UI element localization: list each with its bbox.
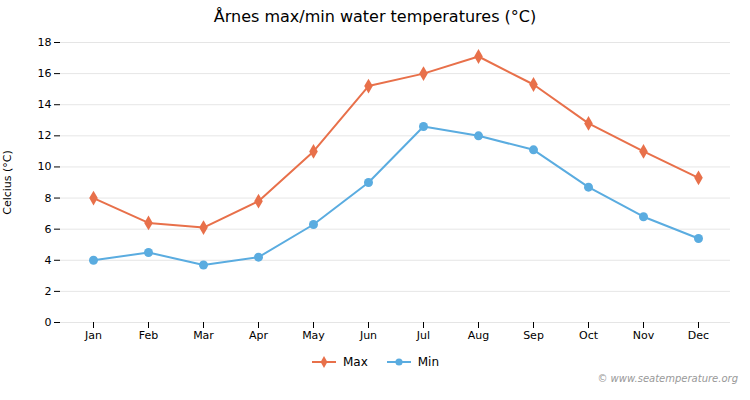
svg-text:Jan: Jan xyxy=(84,329,102,342)
svg-text:Mar: Mar xyxy=(193,329,214,342)
svg-text:6: 6 xyxy=(45,223,52,236)
svg-text:Apr: Apr xyxy=(249,329,269,342)
svg-text:10: 10 xyxy=(38,160,52,173)
svg-text:8: 8 xyxy=(45,192,52,205)
html-text:Årnes max/min water temperatur: Årnes max/min water temperatures (°C) xyxy=(213,7,537,26)
html-text:Max: Max xyxy=(342,355,368,369)
svg-text:Jun: Jun xyxy=(359,329,377,342)
svg-text:Oct: Oct xyxy=(579,329,599,342)
svg-text:12: 12 xyxy=(38,129,52,142)
svg-text:Dec: Dec xyxy=(688,329,709,342)
svg-text:16: 16 xyxy=(38,67,52,80)
svg-text:Sep: Sep xyxy=(523,329,544,342)
svg-text:Aug: Aug xyxy=(468,329,489,342)
html-text:© www.seatemperature.org: © www.seatemperature.org xyxy=(597,373,738,384)
svg-text:Nov: Nov xyxy=(633,329,655,342)
svg-text:Celcius (°C): Celcius (°C) xyxy=(1,150,14,215)
svg-text:2: 2 xyxy=(45,285,52,298)
svg-text:14: 14 xyxy=(38,98,52,111)
html-text:Min: Min xyxy=(417,355,439,369)
svg-text:Feb: Feb xyxy=(139,329,158,342)
svg-text:May: May xyxy=(302,329,325,342)
svg-text:4: 4 xyxy=(45,254,52,267)
svg-text:0: 0 xyxy=(45,316,52,329)
svg-text:18: 18 xyxy=(38,36,52,49)
svg-text:Jul: Jul xyxy=(416,329,430,342)
